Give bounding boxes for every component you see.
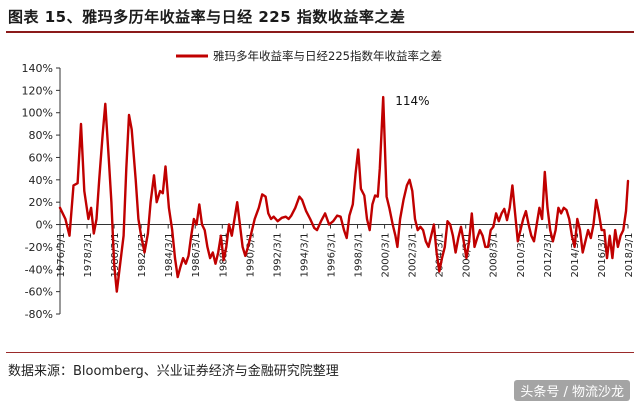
y-tick-label: 120% — [22, 84, 53, 97]
y-tick-label: 80% — [29, 129, 53, 142]
x-tick-label: 2002/3/1 — [408, 233, 419, 278]
title-divider — [6, 31, 634, 33]
x-tick-label: 1976/3/1 — [56, 233, 67, 278]
peak-annotation: 114% — [395, 94, 429, 108]
data-source: 数据来源：Bloomberg、兴业证券经济与金融研究院整理 — [8, 364, 339, 379]
y-axis: 140% 120% 100% 80% 60% 40% 20% 0% -20% -40% -60% -8… — [22, 62, 61, 321]
x-tick-label: 1994/3/1 — [299, 233, 310, 278]
x-tick-label: 1996/3/1 — [326, 233, 337, 278]
x-tick-label: 1998/3/1 — [354, 233, 365, 278]
figure-title: 图表 15、雅玛多历年收益率与日经 225 指数收益率之差 — [8, 8, 406, 26]
y-tick-label: -80% — [25, 308, 53, 321]
x-tick-label: 2016/3/1 — [597, 233, 608, 278]
x-tick-label: 2012/3/1 — [543, 233, 554, 278]
x-tick-label: 1978/3/1 — [83, 233, 94, 278]
x-tick-label: 2010/3/1 — [516, 233, 527, 278]
x-tick-label: 1984/3/1 — [164, 233, 175, 278]
x-tick-label: 2004/3/1 — [435, 233, 446, 278]
y-tick-label: -20% — [25, 241, 53, 254]
x-tick-label: 1986/3/1 — [191, 233, 202, 278]
y-tick-label: 140% — [22, 62, 53, 75]
watermark: 头条号 / 物流沙龙 — [514, 380, 630, 401]
y-tick-label: 100% — [22, 107, 53, 120]
x-tick-label: 1992/3/1 — [272, 233, 283, 278]
footer-divider — [6, 352, 634, 353]
y-tick-label: 40% — [29, 174, 53, 187]
legend: 雅玛多年收益率与日经225指数年收益率之差 — [176, 49, 442, 63]
x-tick-label: 2014/3/1 — [570, 233, 581, 278]
x-tick-label: 2018/3/1 — [624, 233, 635, 278]
x-tick-label: 1990/3/1 — [245, 233, 256, 278]
x-tick-label: 1980/3/1 — [110, 233, 121, 278]
y-tick-label: -40% — [25, 263, 53, 276]
x-tick-label: 1982/3/1 — [137, 233, 148, 278]
annotations: 114% — [395, 94, 429, 108]
y-tick-label: 0% — [36, 219, 53, 232]
y-tick-label: 60% — [29, 151, 53, 164]
y-tick-label: 20% — [29, 196, 53, 209]
series-line — [58, 95, 630, 293]
x-tick-label: 2008/3/1 — [489, 233, 500, 278]
line-chart: 140% 120% 100% 80% 60% 40% 20% 0% -20% -40% -60% -8… — [22, 49, 635, 321]
x-tick-label: 2000/3/1 — [381, 233, 392, 278]
legend-label: 雅玛多年收益率与日经225指数年收益率之差 — [213, 49, 442, 63]
y-tick-label: -60% — [25, 286, 53, 299]
series-layer — [58, 95, 630, 293]
